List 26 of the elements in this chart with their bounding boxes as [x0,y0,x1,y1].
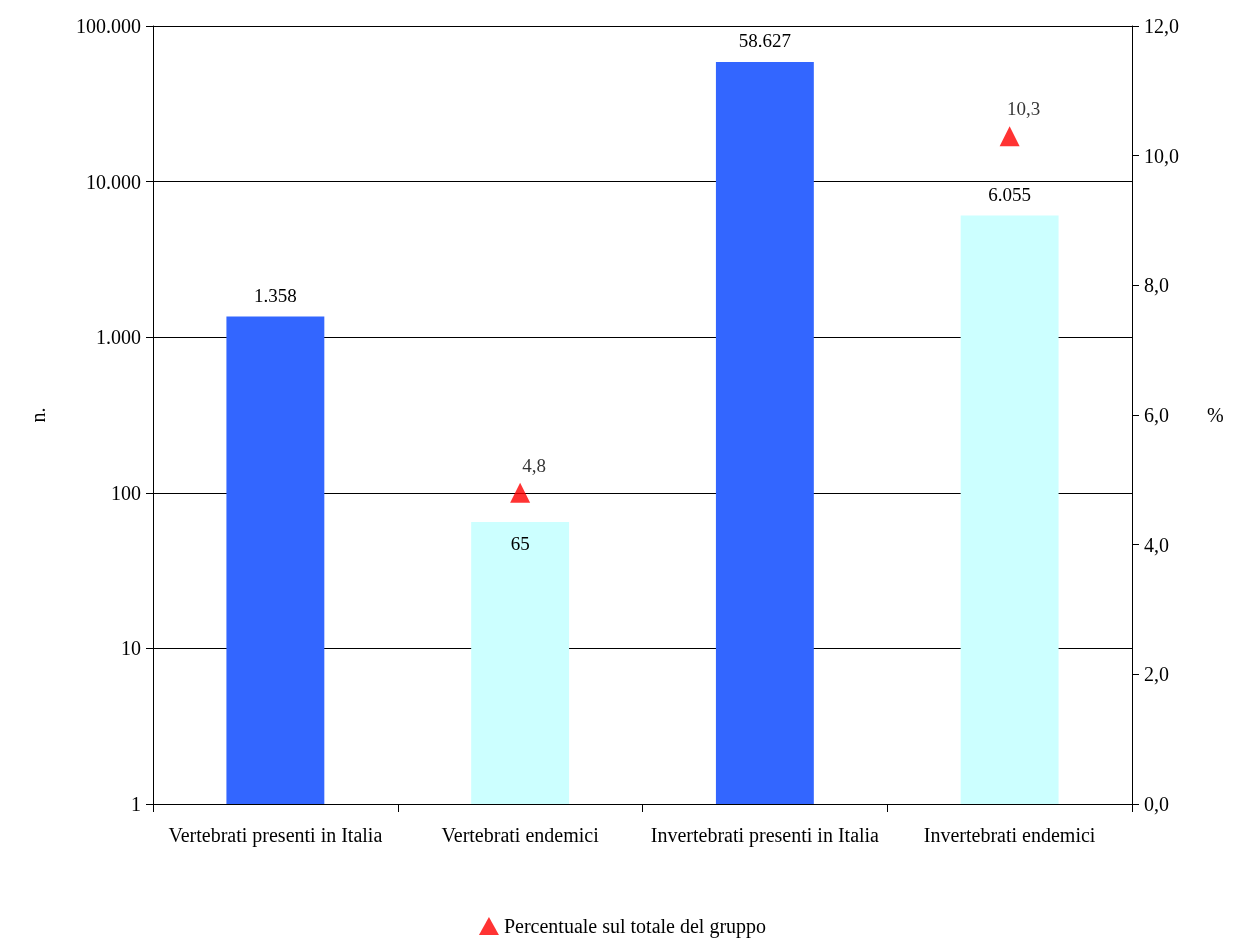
data-label: 65 [510,532,530,554]
x-tick-label: Vertebrati endemici [441,824,600,846]
y-tick-label: 10 [121,637,141,660]
x-tick-label: Invertebrati presenti in Italia [650,824,880,847]
y2-tick-label: 2,0 [1144,663,1169,686]
data-label: 4,8 [522,454,546,476]
y-tick-label: 100.000 [76,15,141,37]
y2-tick-label: 0,0 [1144,793,1169,815]
y2-tick-label: 4,0 [1144,533,1169,556]
y-tick-label: 10.000 [86,170,141,193]
x-tick-label: Invertebrati endemici [923,824,1096,846]
data-label: 10,3 [1007,98,1041,120]
y2-axis-title: % [1207,404,1224,426]
y2-tick-label: 6,0 [1144,404,1169,426]
y-tick-label: 100 [111,481,141,504]
y2-tick-label: 12,0 [1144,15,1179,37]
data-label: 6.055 [988,183,1031,205]
y-tick-label: 1 [131,793,141,815]
x-tick-label: Vertebrati presenti in Italia [168,824,383,847]
data-label: 58.627 [738,30,791,52]
y-tick-label: 1.000 [96,326,141,349]
data-label: 1.358 [254,284,297,306]
y2-tick-label: 8,0 [1144,274,1169,297]
legend-label: Percentuale sul totale del gruppo [503,915,767,938]
y-axis-title: n. [27,407,49,423]
y2-tick-label: 10,0 [1144,144,1179,167]
